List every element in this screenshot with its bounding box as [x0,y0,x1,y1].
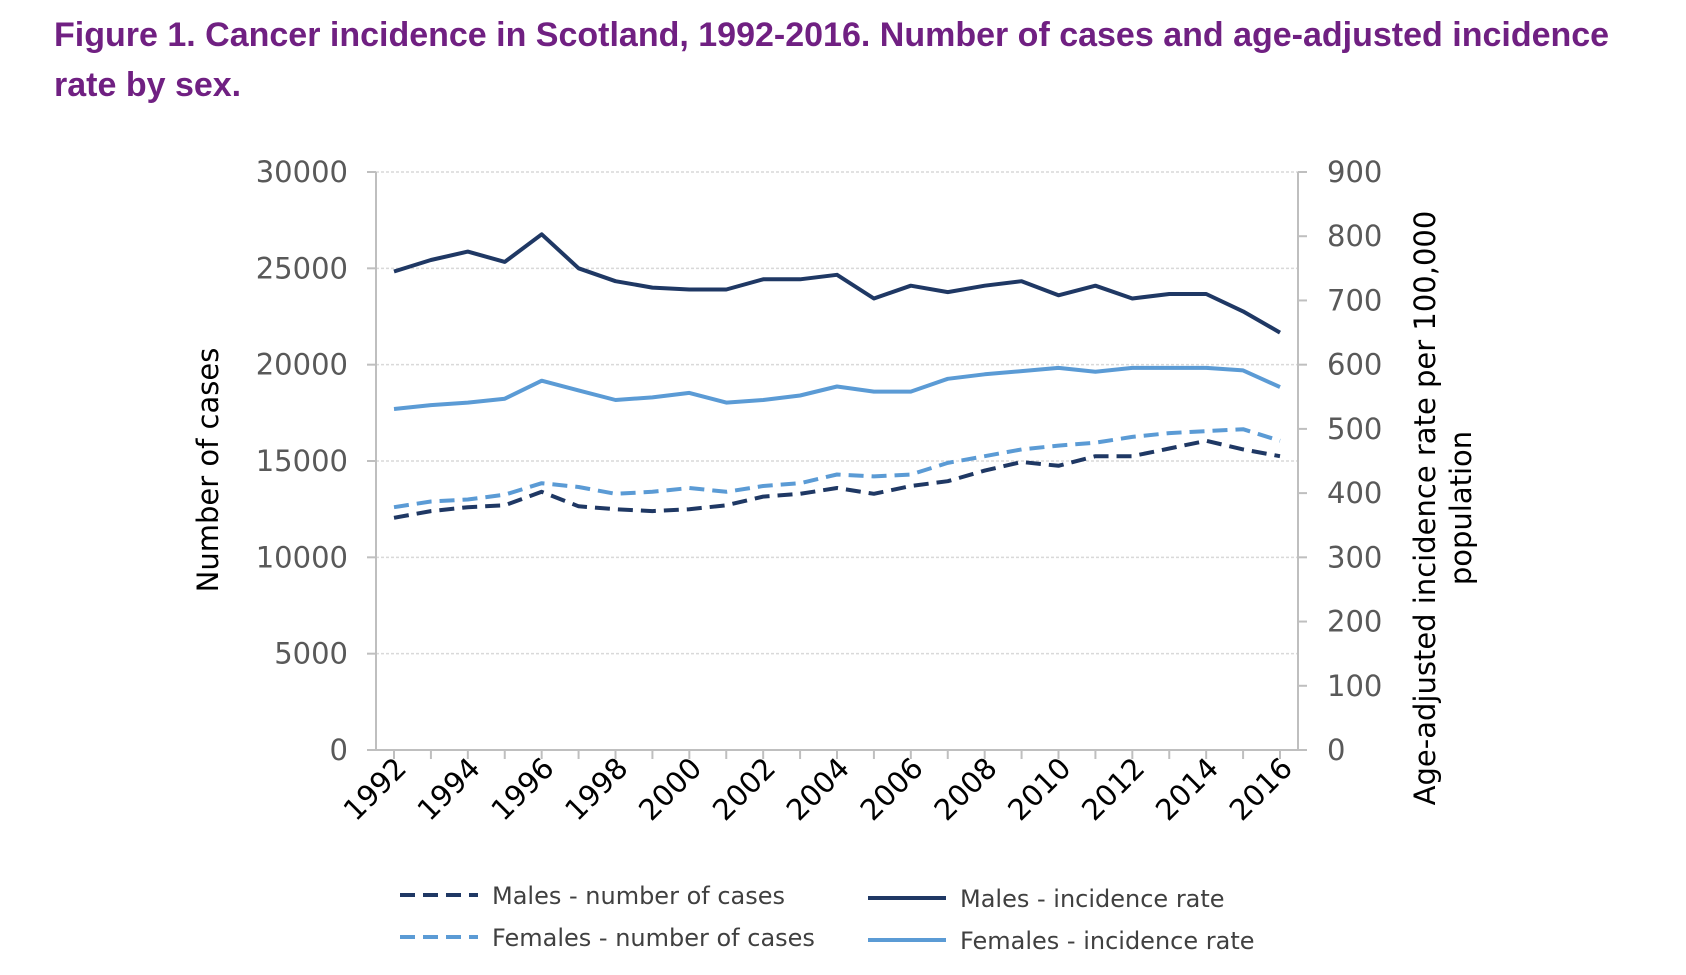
right-tick-label: 200 [1327,605,1382,639]
series-line-3 [393,365,1281,411]
left-tick-label: 30000 [256,155,348,189]
right-tick-label: 400 [1327,476,1382,510]
series-lines [393,232,1281,520]
figure-title: Figure 1. Cancer incidence in Scotland, … [54,16,1610,104]
right-tick-label: 100 [1327,669,1382,703]
x-tick-label: 2006 [854,751,930,827]
x-tick-label: 1998 [558,751,634,827]
legend-label: Females - number of cases [492,924,815,952]
x-tick-label: 2012 [1075,751,1151,827]
legend: Males - number of cases Males - incidence… [400,882,1255,955]
right-tick-label: 900 [1327,155,1382,189]
series-line-0 [393,438,1281,520]
x-tick-label: 2008 [927,751,1003,827]
legend-label: Females - incidence rate [960,927,1255,955]
left-tick-label: 15000 [256,444,348,478]
x-tick-label: 1996 [484,751,560,827]
x-tick-label: 2004 [780,751,856,827]
x-tick-label: 2002 [706,751,782,827]
left-axis-ticks: 0 5000 10000 15000 20000 25000 30000 [256,155,376,767]
x-tick-label: 2000 [632,751,708,827]
x-tick-label: 2014 [1149,751,1225,827]
left-tick-label: 10000 [256,540,348,574]
x-tick-label: 2016 [1223,751,1299,827]
x-axis-ticks: 1992199419961998200020022004200620082010… [337,750,1299,827]
series-line-2 [393,232,1281,335]
left-tick-label: 25000 [256,251,348,285]
right-axis-label-line1: Age-adjusted incidence rate per 100,000 [1408,211,1442,806]
left-axis-label: Number of cases [191,348,225,593]
x-tick-label: 1992 [337,751,413,827]
series-line-1 [393,427,1281,510]
right-axis-label-line2: population [1444,431,1478,585]
right-axis-ticks: 0 100 200 300 400 500 600 700 800 900 [1298,155,1382,767]
right-tick-label: 0 [1327,733,1345,767]
x-tick-label: 2010 [1001,751,1077,827]
x-tick-label: 1994 [411,751,487,827]
right-tick-label: 500 [1327,412,1382,446]
right-tick-label: 300 [1327,540,1382,574]
left-tick-label: 0 [330,733,348,767]
legend-label: Males - number of cases [492,882,785,910]
gridlines [376,171,1298,655]
left-tick-label: 5000 [274,637,348,671]
right-tick-label: 600 [1327,348,1382,382]
right-tick-label: 800 [1327,219,1382,253]
left-tick-label: 20000 [256,348,348,382]
legend-label: Males - incidence rate [960,885,1225,913]
right-tick-label: 700 [1327,283,1382,317]
